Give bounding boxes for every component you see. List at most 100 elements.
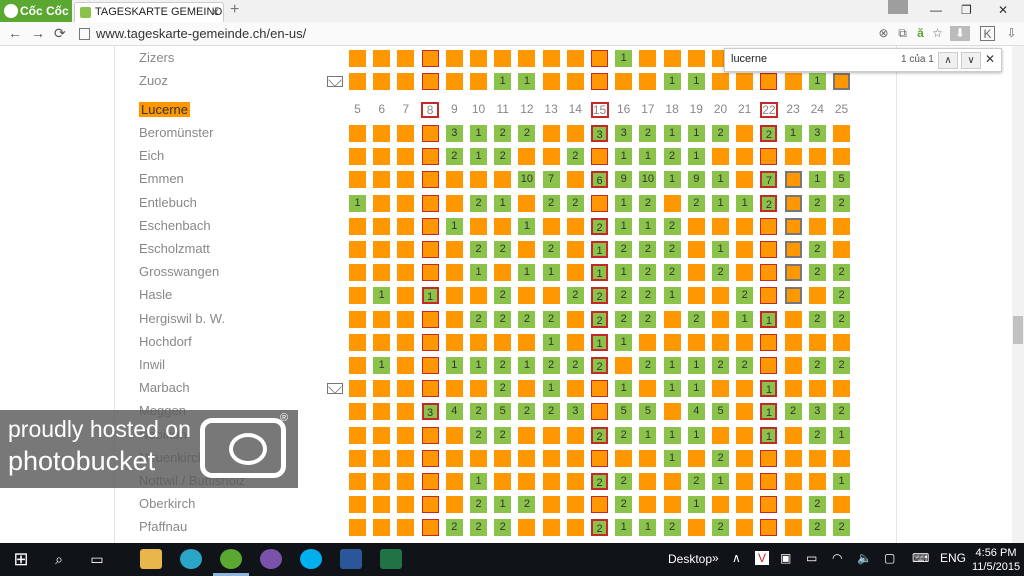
day-cell-available[interactable]: 2 xyxy=(542,241,560,258)
day-cell[interactable] xyxy=(687,50,705,67)
day-cell[interactable] xyxy=(445,194,463,212)
day-cell-available[interactable]: 1 xyxy=(687,426,705,444)
day-cell-available[interactable]: 1 xyxy=(518,217,536,235)
day-cell-available[interactable]: 2 xyxy=(808,194,826,212)
keyboard-icon[interactable]: ⌨ xyxy=(912,551,930,565)
extension-k-icon[interactable]: K xyxy=(980,26,995,41)
day-cell[interactable] xyxy=(373,473,391,490)
day-cell[interactable] xyxy=(736,333,754,351)
day-cell-available[interactable]: 2 xyxy=(470,519,487,537)
bookmark-star-icon[interactable]: ☆ xyxy=(932,26,943,40)
day-cell-available[interactable]: 1 xyxy=(760,403,778,421)
day-cell-available[interactable]: 1 xyxy=(615,333,633,351)
day-cell-available[interactable]: 2 xyxy=(494,148,512,166)
day-cell-available[interactable]: 3 xyxy=(808,403,826,421)
town-name[interactable]: Entlebuch xyxy=(139,194,197,210)
day-cell-available[interactable]: 2 xyxy=(566,357,584,374)
day-cell[interactable] xyxy=(518,473,536,490)
day-cell-available[interactable]: 2 xyxy=(833,194,850,212)
mail-icon[interactable] xyxy=(327,383,343,395)
day-cell-available[interactable]: 2 xyxy=(470,194,487,212)
day-cell-available[interactable]: 2 xyxy=(494,125,512,142)
day-cell-available[interactable]: 1 xyxy=(687,496,705,514)
day-cell-available[interactable]: 2 xyxy=(784,403,802,421)
day-cell[interactable] xyxy=(518,426,536,444)
day-cell[interactable] xyxy=(712,496,729,514)
day-cell[interactable] xyxy=(591,496,608,514)
day-cell[interactable] xyxy=(397,496,415,514)
day-cell[interactable] xyxy=(736,403,754,421)
day-cell[interactable] xyxy=(373,403,391,421)
day-cell-available[interactable]: 1 xyxy=(470,264,487,282)
day-cell[interactable] xyxy=(518,287,536,305)
day-cell[interactable] xyxy=(421,125,439,142)
day-cell-available[interactable]: 6 xyxy=(591,171,608,189)
day-cell-available[interactable]: 1 xyxy=(760,380,778,398)
day-cell[interactable] xyxy=(542,449,560,467)
day-cell-available[interactable]: 2 xyxy=(712,125,729,142)
day-cell[interactable] xyxy=(373,519,391,537)
day-cell[interactable] xyxy=(663,50,681,67)
day-cell[interactable] xyxy=(663,333,681,351)
task-view-icon[interactable]: ▭ xyxy=(90,551,104,567)
day-cell-available[interactable]: 2 xyxy=(518,403,536,421)
day-cell[interactable] xyxy=(784,217,802,235)
day-cell-available[interactable]: 2 xyxy=(833,403,850,421)
translate-icon[interactable]: ⧉ xyxy=(898,26,907,40)
day-cell[interactable] xyxy=(373,50,391,67)
day-cell[interactable] xyxy=(349,171,366,189)
day-cell[interactable] xyxy=(687,449,705,467)
day-cell[interactable] xyxy=(736,241,754,258)
day-cell[interactable] xyxy=(373,449,391,467)
day-cell[interactable] xyxy=(712,287,729,305)
day-cell[interactable] xyxy=(421,496,439,514)
day-cell[interactable] xyxy=(760,449,778,467)
day-cell[interactable] xyxy=(615,73,633,91)
day-cell-available[interactable]: 1 xyxy=(663,171,681,189)
day-cell[interactable] xyxy=(349,241,366,258)
day-cell-available[interactable]: 1 xyxy=(615,380,633,398)
day-cell[interactable] xyxy=(712,217,729,235)
day-cell[interactable] xyxy=(373,426,391,444)
day-cell[interactable] xyxy=(445,310,463,328)
day-cell-available[interactable]: 1 xyxy=(542,264,560,282)
town-name[interactable]: Grosswangen xyxy=(139,264,220,280)
day-cell-available[interactable]: 10 xyxy=(518,171,536,189)
day-cell[interactable] xyxy=(373,380,391,398)
day-cell-available[interactable]: 2 xyxy=(494,357,512,374)
day-cell[interactable] xyxy=(808,287,826,305)
day-cell[interactable] xyxy=(736,496,754,514)
day-cell-available[interactable]: 1 xyxy=(518,73,536,91)
day-cell-available[interactable]: 2 xyxy=(833,310,850,328)
day-cell-available[interactable]: 2 xyxy=(687,194,705,212)
day-cell[interactable] xyxy=(591,73,608,91)
day-cell-available[interactable]: 1 xyxy=(712,473,729,490)
day-cell[interactable] xyxy=(349,473,366,490)
day-cell-available[interactable]: 2 xyxy=(833,264,850,282)
day-cell-available[interactable]: 1 xyxy=(542,380,560,398)
day-cell[interactable] xyxy=(397,287,415,305)
day-cell-available[interactable]: 1 xyxy=(712,194,729,212)
day-cell-available[interactable]: 2 xyxy=(639,194,657,212)
town-name[interactable]: Inwil xyxy=(139,357,166,372)
day-cell[interactable] xyxy=(712,148,729,166)
day-cell[interactable] xyxy=(639,496,657,514)
find-input[interactable]: lucerne xyxy=(731,53,768,65)
day-cell-available[interactable]: 2 xyxy=(639,357,657,374)
day-cell[interactable] xyxy=(349,73,366,91)
url-field[interactable]: www.tageskarte-gemeinde.ch/en-us/ xyxy=(76,25,866,43)
back-button[interactable]: ← xyxy=(8,25,22,41)
day-cell-available[interactable]: 1 xyxy=(712,241,729,258)
day-cell[interactable] xyxy=(397,333,415,351)
day-cell[interactable] xyxy=(421,264,439,282)
day-cell[interactable] xyxy=(736,473,754,490)
day-cell[interactable] xyxy=(760,333,778,351)
excel-icon[interactable] xyxy=(380,549,402,569)
day-cell-available[interactable]: 2 xyxy=(639,287,657,305)
day-cell[interactable] xyxy=(566,217,584,235)
day-cell-available[interactable]: 2 xyxy=(615,287,633,305)
day-cell[interactable] xyxy=(591,50,608,67)
town-name[interactable]: Escholzmatt xyxy=(139,241,210,256)
day-cell[interactable] xyxy=(445,50,463,67)
day-cell[interactable] xyxy=(542,496,560,514)
